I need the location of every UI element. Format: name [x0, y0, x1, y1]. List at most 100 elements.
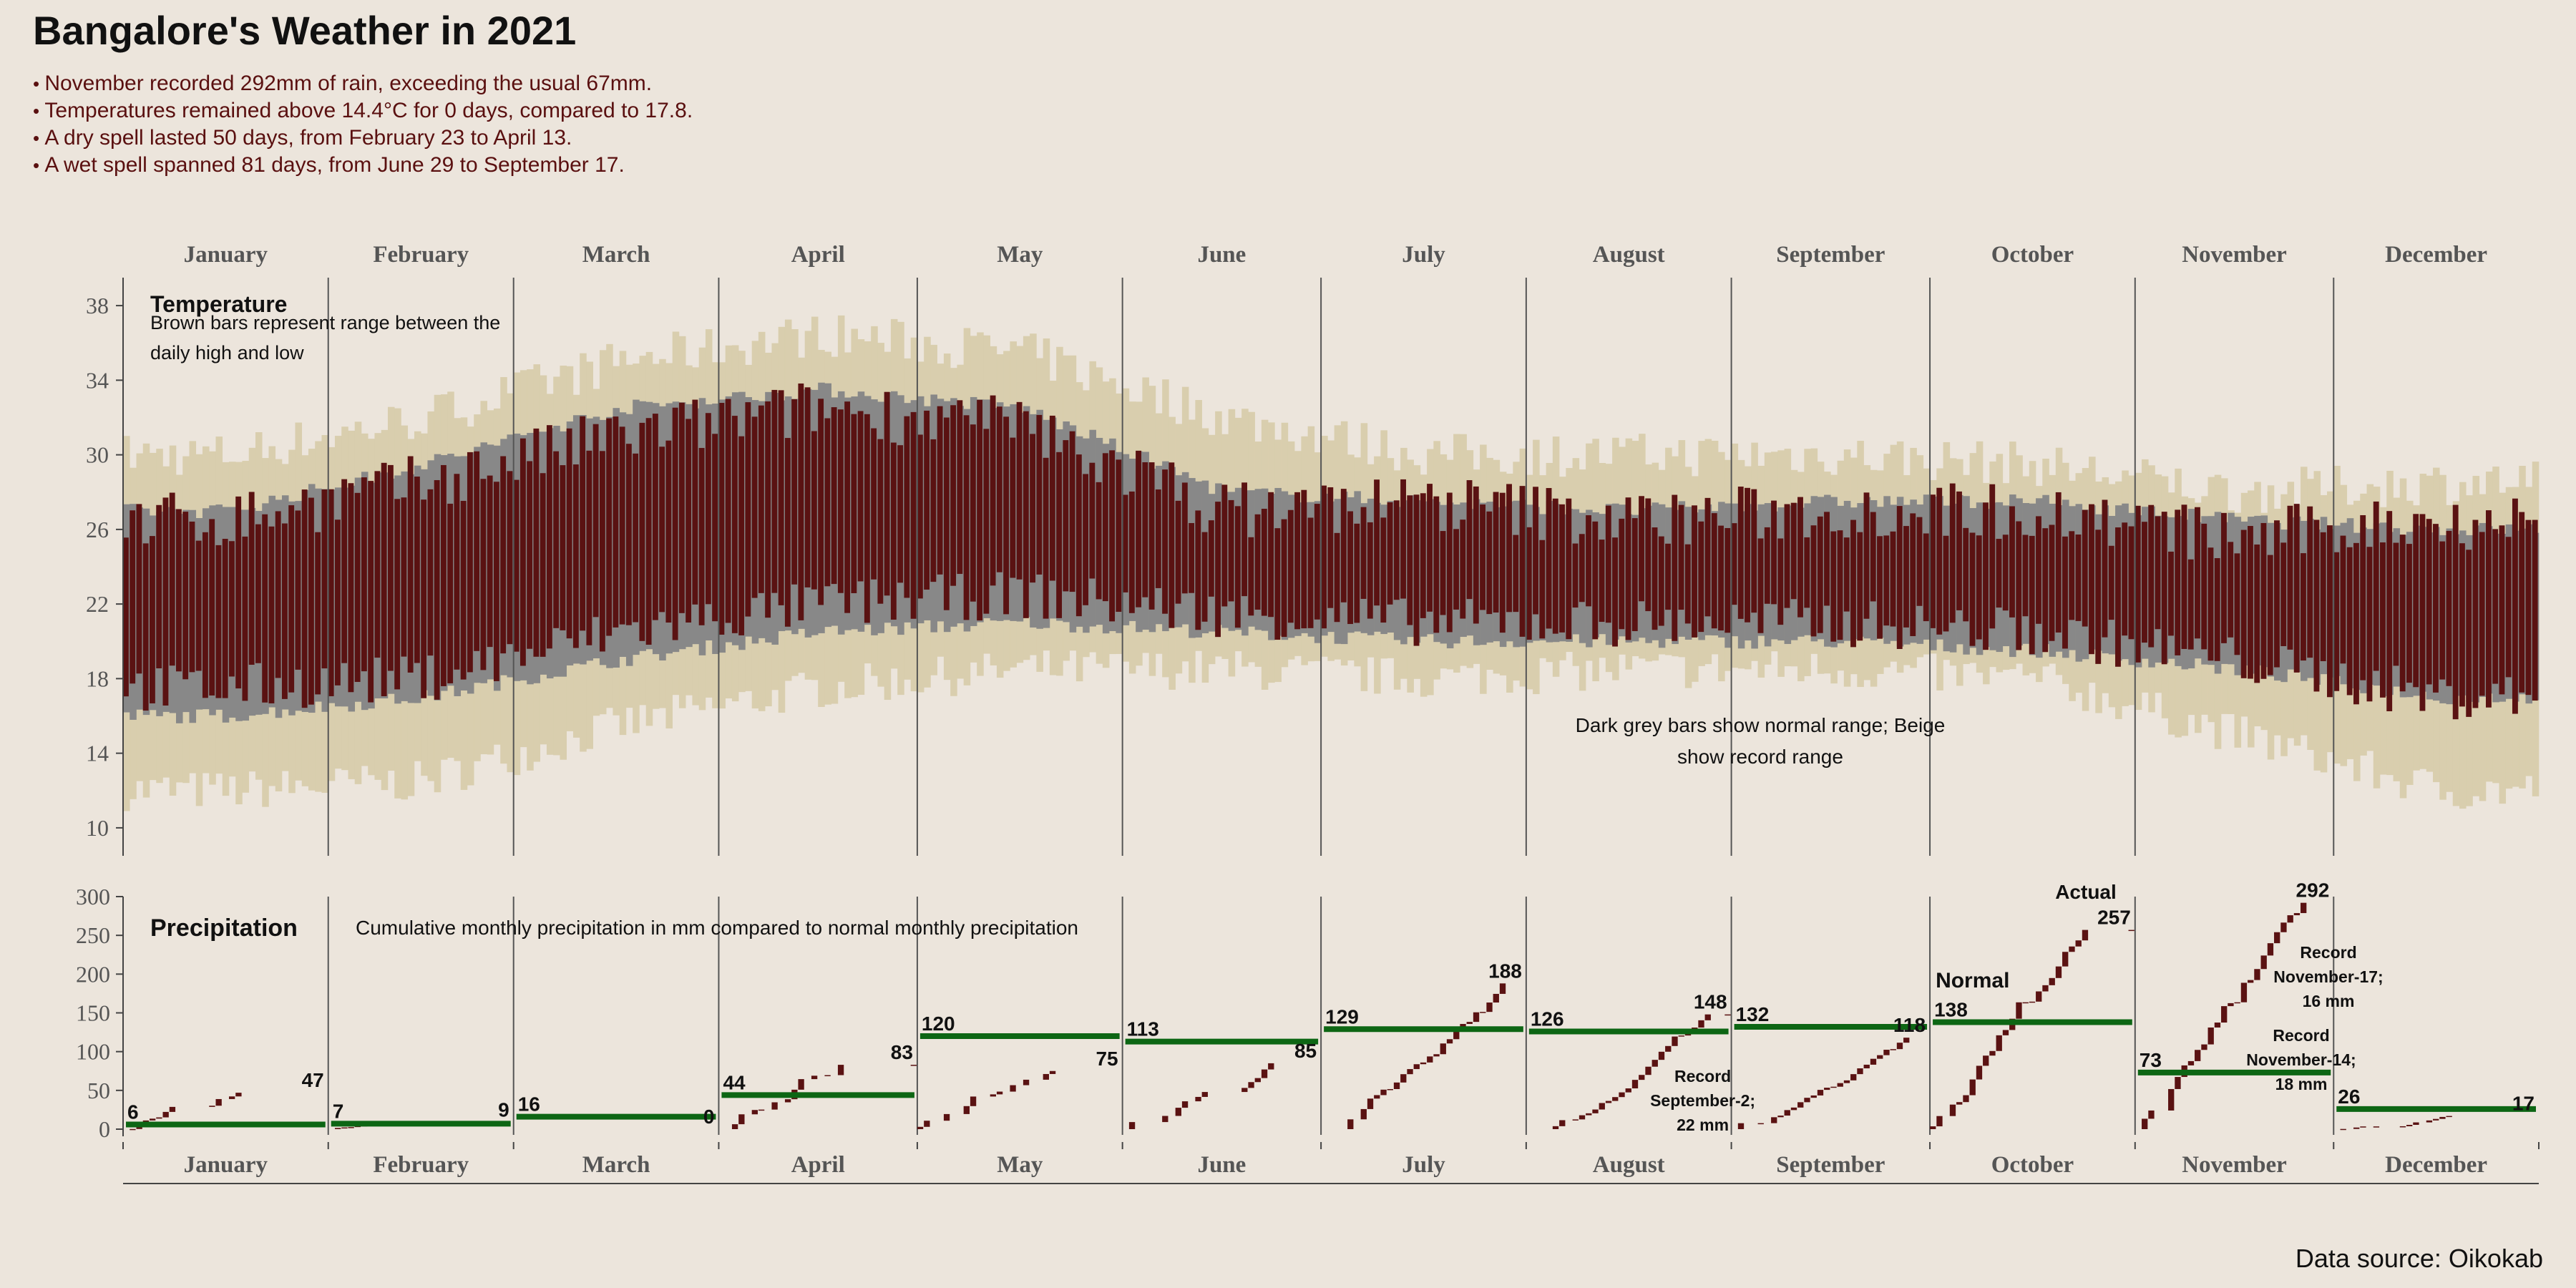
actual-range-bar: [1083, 474, 1089, 605]
actual-range-bar: [1023, 411, 1029, 618]
actual-range-bar: [1301, 489, 1307, 629]
actual-range-bar: [1625, 497, 1631, 640]
actual-range-bar: [613, 416, 619, 628]
cumulative-precip-bar: [970, 1096, 977, 1106]
actual-precip-label: 188: [1488, 960, 1522, 982]
actual-range-bar: [1784, 504, 1790, 608]
actual-range-bar: [2452, 504, 2459, 720]
cumulative-precip-bar: [2248, 980, 2254, 983]
actual-range-bar: [1446, 492, 1453, 633]
actual-range-bar: [354, 492, 361, 683]
actual-range-bar: [784, 438, 791, 627]
actual-range-bar: [1566, 498, 1572, 640]
actual-range-bar: [2301, 553, 2306, 661]
actual-range-bar: [288, 505, 295, 693]
actual-range-bar: [950, 405, 957, 586]
cumulative-precip-bar: [917, 1126, 924, 1129]
actual-range-bar: [1976, 535, 1982, 640]
cumulative-precip-bar: [215, 1098, 222, 1106]
actual-range-bar: [1181, 482, 1188, 594]
actual-range-bar: [1552, 498, 1558, 634]
actual-range-bar: [1096, 482, 1102, 600]
cumulative-precip-bar: [1407, 1069, 1413, 1075]
actual-range-bar: [2195, 507, 2200, 639]
month-label-top: October: [1991, 242, 2074, 268]
actual-range-bar: [1254, 514, 1261, 610]
actual-range-bar: [387, 464, 394, 671]
actual-range-bar: [1169, 462, 1175, 628]
cumulative-precip-bar: [2148, 1110, 2155, 1119]
actual-range-bar: [1506, 484, 1512, 613]
actual-range-bar: [2486, 510, 2492, 708]
actual-range-bar: [2089, 504, 2094, 655]
actual-precip-label: 85: [1294, 1040, 1317, 1062]
record-annotation: September-2;: [1650, 1091, 1755, 1110]
cumulative-precip-bar: [1195, 1096, 1201, 1102]
precipitation-subtitle: Cumulative monthly precipitation in mm c…: [356, 917, 1078, 939]
actual-range-bar: [255, 524, 261, 663]
cumulative-precip-bar: [2002, 1030, 2009, 1035]
actual-range-bar: [1883, 535, 1890, 626]
actual-range-bar: [1830, 531, 1837, 642]
actual-range-bar: [1420, 493, 1426, 618]
cumulative-precip-bar: [1843, 1080, 1850, 1083]
actual-range-bar: [1843, 537, 1850, 612]
month-label-top: March: [582, 242, 650, 268]
actual-range-bar: [1877, 536, 1883, 639]
actual-range-bar: [1804, 537, 1810, 608]
actual-range-bar: [1360, 507, 1367, 599]
cumulative-precip-bar: [2049, 977, 2055, 985]
actual-range-bar: [2201, 523, 2207, 650]
actual-range-bar: [725, 399, 731, 623]
actual-range-bar: [983, 429, 990, 614]
actual-range-bar: [2419, 514, 2426, 711]
bullet-item: A wet spell spanned 81 days, from June 2…: [33, 152, 693, 179]
actual-range-bar: [811, 431, 817, 590]
cumulative-precip-bar: [1486, 1002, 1493, 1013]
cumulative-precip-bar: [1956, 1102, 1963, 1105]
actual-range-bar: [493, 482, 499, 681]
actual-range-bar: [844, 401, 851, 613]
month-label-bottom: September: [1776, 1152, 1885, 1178]
actual-precip-label: 47: [302, 1069, 324, 1091]
precip-tick-label: 250: [76, 922, 110, 948]
cumulative-precip-bar: [2221, 1006, 2228, 1023]
actual-range-bar: [1340, 489, 1347, 602]
cumulative-precip-bar: [1631, 1080, 1639, 1089]
actual-range-bar: [851, 414, 857, 593]
cumulative-precip-bar: [2062, 952, 2069, 967]
actual-range-bar: [301, 489, 308, 708]
actual-precip-label: 83: [891, 1041, 913, 1063]
actual-range-bar: [2472, 519, 2479, 708]
actual-range-bar: [1030, 434, 1036, 583]
cumulative-precip-bar: [2168, 1088, 2175, 1111]
cumulative-precip-bar: [1757, 1123, 1764, 1125]
cumulative-precip-bar: [1374, 1095, 1380, 1099]
actual-range-bar: [228, 541, 235, 677]
precipitation-panel-title: Precipitation: [150, 914, 298, 942]
actual-range-bar: [1652, 527, 1658, 630]
actual-range-bar: [2380, 542, 2386, 698]
actual-range-bar: [1790, 502, 1797, 600]
month-label-top: December: [2385, 242, 2487, 268]
month-label-top: April: [791, 242, 845, 268]
actual-range-bar: [897, 445, 904, 583]
cumulative-precip-bar: [1572, 1119, 1579, 1121]
record-annotation: 16 mm: [2303, 992, 2355, 1010]
cumulative-precip-bar: [1930, 1126, 1936, 1129]
actual-range-bar: [910, 411, 917, 619]
cumulative-precip-bar: [2175, 1077, 2181, 1089]
actual-range-bar: [1387, 502, 1393, 605]
record-annotation: 22 mm: [1677, 1116, 1729, 1134]
cumulative-precip-bar: [1579, 1115, 1586, 1120]
actual-range-bar: [731, 416, 738, 633]
temp-tick-label: 10: [86, 815, 109, 841]
actual-range-bar: [1896, 506, 1903, 649]
actual-range-bar: [1704, 497, 1711, 617]
cumulative-precip-bar: [1360, 1108, 1367, 1120]
actual-range-bar: [2228, 542, 2234, 638]
cumulative-precip-bar: [1201, 1092, 1208, 1097]
cumulative-precip-bar: [1684, 1034, 1692, 1036]
actual-range-bar: [1016, 401, 1023, 580]
cumulative-precip-bar: [1625, 1088, 1631, 1093]
